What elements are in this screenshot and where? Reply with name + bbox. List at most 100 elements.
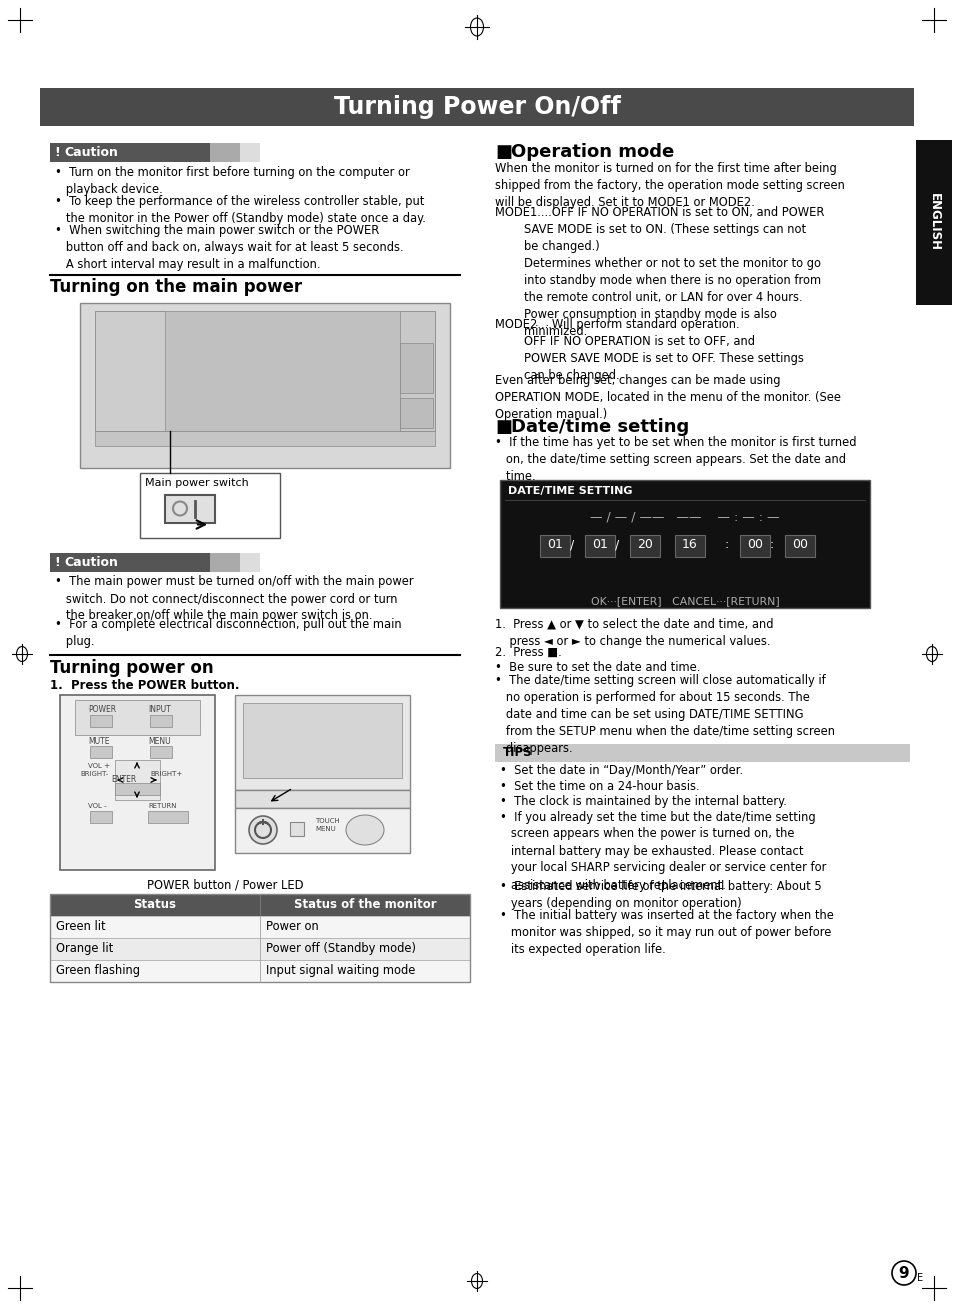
Bar [240, 552, 260, 572]
Bar [240, 143, 260, 162]
Text: •  When switching the main power switch or the POWER
   button off and back on, : • When switching the main power switch o… [55, 224, 403, 271]
Bar [915, 140, 951, 305]
Text: MENU: MENU [148, 736, 171, 746]
Bar [50, 960, 260, 982]
Bar [148, 811, 188, 823]
Text: /: / [615, 538, 618, 551]
Bar [399, 343, 433, 392]
Bar [260, 938, 470, 960]
Text: 00: 00 [746, 538, 762, 551]
Text: Status of the monitor: Status of the monitor [294, 899, 436, 910]
Text: INPUT: INPUT [148, 705, 171, 714]
Bar [90, 715, 112, 727]
Bar [95, 310, 435, 430]
Text: MODE1....OFF IF NO OPERATION is set to ON, and POWER
        SAVE MODE is set to: MODE1....OFF IF NO OPERATION is set to O… [495, 205, 823, 337]
Text: 2.  Press ■.: 2. Press ■. [495, 646, 561, 659]
Bar [95, 430, 435, 446]
Bar [210, 143, 260, 162]
Circle shape [249, 816, 276, 844]
Bar [399, 310, 435, 430]
Text: Turning power on: Turning power on [50, 659, 213, 678]
Bar [740, 535, 769, 557]
Text: Turning Power On/Off: Turning Power On/Off [334, 95, 619, 119]
Bar [234, 790, 410, 808]
Text: •  For a complete electrical disconnection, pull out the main
   plug.: • For a complete electrical disconnectio… [55, 617, 401, 647]
Bar [150, 715, 172, 727]
Text: RETURN: RETURN [148, 803, 176, 810]
Text: Green lit: Green lit [56, 920, 106, 933]
Text: E: E [916, 1273, 923, 1283]
Text: •  If the time has yet to be set when the monitor is first turned
   on, the dat: • If the time has yet to be set when the… [495, 436, 856, 483]
Text: Date/time setting: Date/time setting [511, 419, 688, 436]
Bar [290, 821, 304, 836]
Text: Input signal waiting mode: Input signal waiting mode [266, 964, 415, 977]
Text: 20: 20 [637, 538, 652, 551]
Text: 00: 00 [791, 538, 807, 551]
Text: Main power switch: Main power switch [145, 477, 249, 488]
Text: VOL -: VOL - [88, 803, 107, 810]
Text: Status: Status [133, 899, 176, 910]
Bar [115, 783, 160, 795]
Text: •  To keep the performance of the wireless controller stable, put
   the monitor: • To keep the performance of the wireles… [55, 195, 425, 225]
Text: POWER button / Power LED: POWER button / Power LED [147, 878, 303, 891]
Text: 01: 01 [592, 538, 607, 551]
Bar [80, 302, 450, 467]
Text: •  The initial battery was inserted at the factory when the
   monitor was shipp: • The initial battery was inserted at th… [499, 909, 833, 956]
Text: DATE/TIME SETTING: DATE/TIME SETTING [507, 487, 632, 496]
Text: Power off (Standby mode): Power off (Standby mode) [266, 942, 416, 955]
Bar [150, 746, 172, 759]
Text: ■: ■ [495, 419, 512, 436]
Bar [90, 746, 112, 759]
Bar [784, 535, 814, 557]
Text: TIPS: TIPS [502, 746, 532, 759]
Text: ENGLISH: ENGLISH [926, 194, 940, 251]
Bar [140, 472, 280, 538]
Bar [234, 808, 410, 853]
Text: Caution: Caution [64, 556, 118, 569]
Text: VOL +: VOL + [88, 763, 110, 769]
Text: ■: ■ [495, 143, 512, 161]
Bar [50, 938, 260, 960]
Text: •  The date/time setting screen will close automatically if
   no operation is p: • The date/time setting screen will clos… [495, 674, 834, 755]
Bar [165, 494, 214, 522]
Bar [260, 916, 470, 938]
Text: Orange lit: Orange lit [56, 942, 113, 955]
Bar [243, 702, 401, 778]
Text: OK···[ENTER]   CANCEL···[RETURN]: OK···[ENTER] CANCEL···[RETURN] [590, 596, 779, 606]
Bar [399, 398, 433, 428]
Text: Caution: Caution [64, 146, 118, 160]
Bar [629, 535, 659, 557]
Bar [584, 535, 615, 557]
Bar [260, 960, 470, 982]
Bar [495, 744, 909, 763]
Text: !: ! [54, 556, 60, 569]
Bar [50, 916, 260, 938]
Text: :: : [769, 538, 773, 551]
Text: •  Set the time on a 24-hour basis.: • Set the time on a 24-hour basis. [499, 780, 699, 793]
Bar [675, 535, 704, 557]
Text: Turning on the main power: Turning on the main power [50, 279, 302, 297]
Text: BRIGHT-: BRIGHT- [80, 770, 108, 777]
Text: — / — / ——   ——    — : — : —: — / — / —— —— — : — : — [590, 510, 779, 523]
Text: TOUCH: TOUCH [314, 818, 339, 824]
Text: •  The clock is maintained by the internal battery.: • The clock is maintained by the interna… [499, 795, 786, 808]
Text: Power on: Power on [266, 920, 318, 933]
Bar [260, 893, 470, 916]
Text: BRIGHT+: BRIGHT+ [150, 770, 182, 777]
Text: POWER: POWER [88, 705, 116, 714]
Text: 16: 16 [681, 538, 698, 551]
Bar [210, 552, 260, 572]
Text: Operation mode: Operation mode [511, 143, 674, 161]
Bar [90, 811, 112, 823]
Bar [60, 695, 214, 870]
Text: 1.  Press the POWER button.: 1. Press the POWER button. [50, 679, 239, 692]
Bar [115, 760, 160, 800]
Bar [95, 310, 165, 430]
Text: MUTE: MUTE [88, 736, 110, 746]
Text: 1.  Press ▲ or ▼ to select the date and time, and
    press ◄ or ► to change the: 1. Press ▲ or ▼ to select the date and t… [495, 617, 773, 647]
Text: •  Set the date in “Day/Month/Year” order.: • Set the date in “Day/Month/Year” order… [499, 764, 742, 777]
Text: When the monitor is turned on for the first time after being
shipped from the fa: When the monitor is turned on for the fi… [495, 162, 844, 209]
Bar [50, 552, 260, 572]
Text: MENU: MENU [314, 825, 335, 832]
Text: 01: 01 [546, 538, 562, 551]
